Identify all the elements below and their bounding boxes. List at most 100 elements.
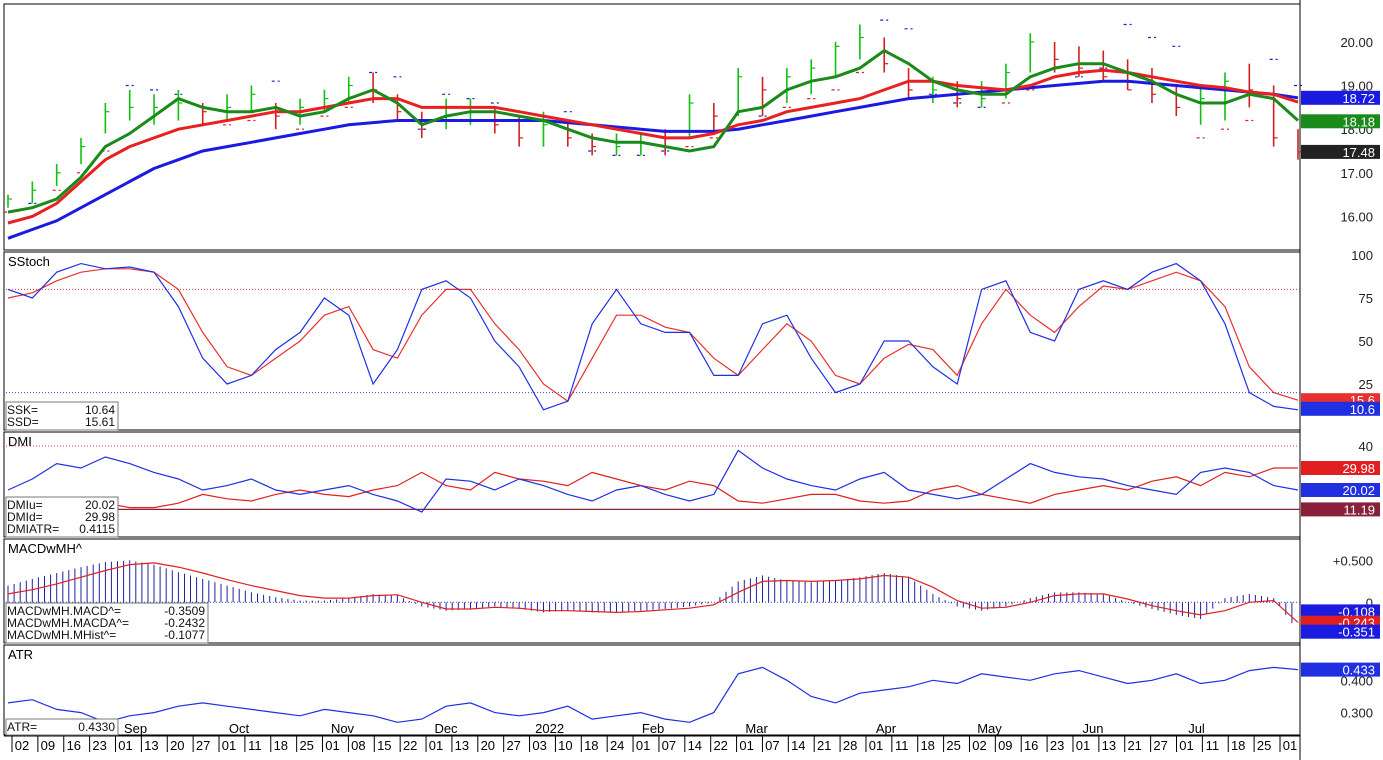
value-label-box xyxy=(1301,114,1380,129)
x-tick-label: 15 xyxy=(377,738,391,753)
x-month-label: Jul xyxy=(1188,721,1205,736)
x-tick-label: 14 xyxy=(688,738,702,753)
x-tick-label: 01 xyxy=(636,738,650,753)
x-month-label: 2022 xyxy=(535,721,564,736)
readout-label: DMId= xyxy=(7,510,43,524)
x-tick-label: 23 xyxy=(1050,738,1064,753)
x-tick-label: 27 xyxy=(1153,738,1167,753)
y-tick-label: 17.00 xyxy=(1340,166,1373,181)
x-tick-label: 22 xyxy=(713,738,727,753)
readout-box xyxy=(5,718,119,736)
x-tick-label: 13 xyxy=(1102,738,1116,753)
y-tick-label: 0 xyxy=(1366,595,1373,610)
dmi-plus-line xyxy=(7,449,1299,513)
x-tick-label: 20 xyxy=(170,738,184,753)
x-month-label: May xyxy=(977,721,1002,736)
x-tick-label: 21 xyxy=(1127,738,1141,753)
x-tick-label: 09 xyxy=(41,738,55,753)
x-tick-label: 13 xyxy=(455,738,469,753)
y-tick-label: 16.00 xyxy=(1340,210,1373,225)
readout-value: 15.61 xyxy=(85,415,115,429)
pane-title: DMI xyxy=(8,434,32,449)
x-tick-label: 01 xyxy=(869,738,883,753)
atr-pane: ATR 0.400 0.300 0.433 ATR= 0.4330 xyxy=(5,647,1380,736)
x-tick-label: 25 xyxy=(299,738,313,753)
readout-value: 29.98 xyxy=(85,510,115,524)
x-tick-label: 07 xyxy=(765,738,779,753)
readout-label: MACDwMH.MACD^= xyxy=(7,604,121,618)
value-label: 0.433 xyxy=(1342,663,1375,678)
y-tick-label: +0.500 xyxy=(1333,553,1373,568)
x-tick-label: 28 xyxy=(843,738,857,753)
y-tick-label: 25 xyxy=(1359,377,1373,392)
x-month-label: Mar xyxy=(745,721,768,736)
y-tick-label: 0.300 xyxy=(1340,706,1373,721)
readout-value: 20.02 xyxy=(85,498,115,512)
readout-value: 0.4115 xyxy=(79,522,115,536)
x-tick-label: 11 xyxy=(1206,738,1220,753)
x-month-label: Apr xyxy=(876,721,897,736)
readout-label: SSK= xyxy=(7,403,38,417)
x-tick-label: 08 xyxy=(351,738,365,753)
ma-red-line xyxy=(7,68,1299,225)
x-tick-label: 02 xyxy=(972,738,986,753)
y-tick-label: 75 xyxy=(1359,291,1373,306)
readout-value: 10.64 xyxy=(85,403,115,417)
x-tick-label: 22 xyxy=(403,738,417,753)
value-label-box xyxy=(1301,461,1380,475)
x-tick-label: 24 xyxy=(610,738,624,753)
value-label-box xyxy=(1301,483,1380,497)
x-tick-label: 18 xyxy=(920,738,934,753)
x-tick-label: 25 xyxy=(1257,738,1271,753)
value-label: 17.48 xyxy=(1342,145,1375,160)
y-tick-label: 0.400 xyxy=(1340,673,1373,688)
dmi-minus-line xyxy=(7,467,1298,513)
ma-blue-line xyxy=(7,79,1299,240)
x-tick-label: 07 xyxy=(662,738,676,753)
atr-line xyxy=(7,666,1299,723)
x-month-label: Nov xyxy=(331,721,355,736)
readout-label: ATR= xyxy=(7,720,37,734)
value-label-box xyxy=(1301,502,1380,517)
readout-label: DMIu= xyxy=(7,498,43,512)
x-tick-label: 23 xyxy=(92,738,106,753)
x-tick-label: 14 xyxy=(791,738,805,753)
x-tick-label: 11 xyxy=(248,738,262,753)
x-tick-label: 13 xyxy=(144,738,158,753)
x-tick-label: 18 xyxy=(584,738,598,753)
x-month-label: Jun xyxy=(1083,721,1104,736)
value-label-box xyxy=(1301,662,1380,677)
x-tick-label: 27 xyxy=(196,738,210,753)
value-label-box xyxy=(1301,624,1380,639)
x-month-label: Feb xyxy=(642,721,664,736)
value-label: 18.72 xyxy=(1342,91,1375,106)
y-tick-label: 50 xyxy=(1359,334,1373,349)
y-tick-label: 40 xyxy=(1359,439,1373,454)
x-tick-label: 01 xyxy=(739,738,753,753)
x-tick-label: 27 xyxy=(506,738,520,753)
value-label: 20.02 xyxy=(1342,483,1375,498)
x-tick-label: 10 xyxy=(558,738,572,753)
x-tick-label: 01 xyxy=(118,738,132,753)
ssd-line xyxy=(7,268,1299,403)
x-month-label: Dec xyxy=(434,721,458,736)
readout-value: 0.4330 xyxy=(78,720,115,734)
ssk-line xyxy=(7,262,1299,411)
x-tick-label: 01 xyxy=(222,738,236,753)
value-label: -0.108 xyxy=(1338,604,1375,619)
value-label: 11.19 xyxy=(1343,502,1375,517)
pane-title: SStoch xyxy=(8,254,50,269)
x-tick-label: 20 xyxy=(481,738,495,753)
x-tick-label: 18 xyxy=(274,738,288,753)
pane-title: MACDwMH^ xyxy=(8,541,83,556)
indicator-panes: 20.0019.0018.0017.0016.0018.7218.1817.48… xyxy=(3,0,1380,760)
readout-label: SSD= xyxy=(7,415,39,429)
x-tick-label: 18 xyxy=(1231,738,1245,753)
x-month-label: Sep xyxy=(124,721,147,736)
value-label-box xyxy=(1301,144,1380,159)
value-label: 18.18 xyxy=(1342,114,1375,129)
value-label: 10.6 xyxy=(1350,402,1375,417)
